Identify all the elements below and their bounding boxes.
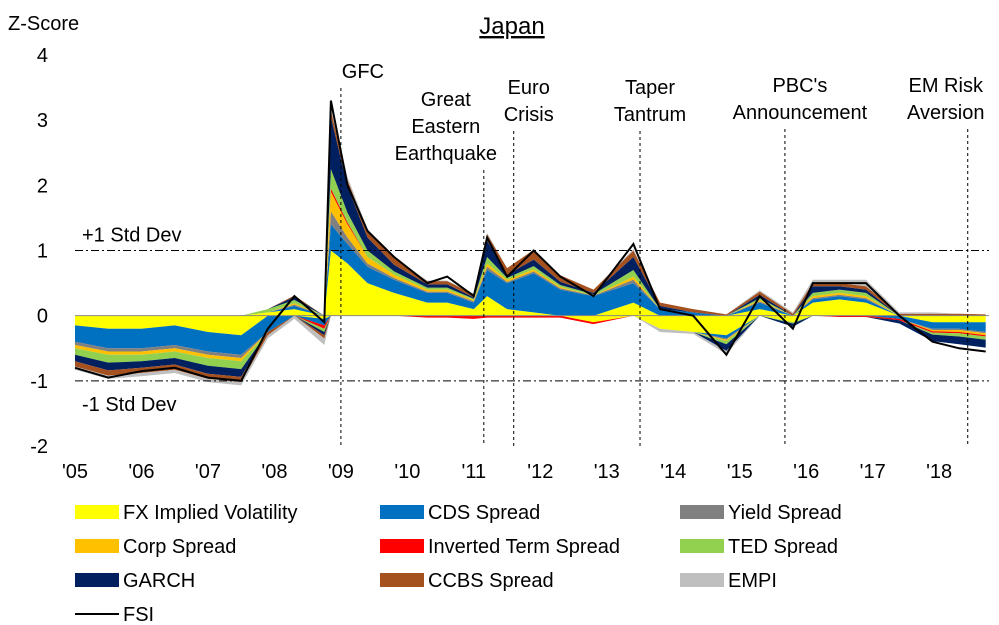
legend-swatch — [380, 539, 424, 553]
legend-label: Inverted Term Spread — [428, 536, 620, 558]
annotation-text: Aversion — [907, 102, 984, 124]
annotation-text: Eastern — [411, 116, 480, 138]
annotation-text: GFC — [342, 61, 384, 83]
legend-swatch — [75, 573, 119, 587]
annotation-text: Great — [421, 89, 471, 111]
y-tick-label: -2 — [30, 436, 48, 458]
area-neg — [75, 315, 986, 355]
y-axis-label: Z-Score — [8, 13, 79, 35]
x-tick-label: '11 — [462, 461, 487, 483]
y-tick-label: -1 — [30, 371, 48, 393]
area-neg — [75, 315, 986, 336]
annotation-text: EM Risk — [909, 75, 984, 97]
legend-label: Corp Spread — [123, 536, 236, 558]
area-pos — [75, 224, 986, 316]
legend-swatch — [75, 539, 119, 553]
annotation-text: Tantrum — [614, 104, 686, 126]
fsi-line — [74, 100, 986, 382]
x-tick-label: '09 — [328, 461, 354, 483]
y-tick-label: 3 — [37, 110, 48, 132]
legend-swatch — [380, 505, 424, 519]
legend-swatch — [680, 573, 724, 587]
x-tick-label: '06 — [128, 461, 154, 483]
annotation-text: Euro — [508, 77, 550, 99]
x-tick-label: '18 — [926, 461, 952, 483]
x-tick-label: '14 — [660, 461, 686, 483]
legend-label: EMPI — [728, 570, 777, 592]
reference-label: -1 Std Dev — [82, 394, 176, 416]
annotation-text: PBC's — [772, 75, 827, 97]
annotation-text: Announcement — [733, 102, 868, 124]
reference-label: +1 Std Dev — [82, 225, 182, 247]
legend-label: GARCH — [123, 570, 195, 592]
plot-area — [75, 103, 986, 386]
legend-swatch — [680, 505, 724, 519]
legend-label: CDS Spread — [428, 502, 540, 524]
legend-label: Yield Spread — [728, 502, 842, 524]
x-tick-label: '08 — [261, 461, 287, 483]
legend-label: CCBS Spread — [428, 570, 554, 592]
legend-swatch — [380, 573, 424, 587]
chart-title: Japan — [479, 13, 544, 40]
y-tick-label: 0 — [37, 306, 48, 328]
x-tick-label: '07 — [195, 461, 221, 483]
x-tick-label: '12 — [527, 461, 553, 483]
y-tick-label: 1 — [37, 241, 48, 263]
x-tick-label: '17 — [860, 461, 886, 483]
x-tick-label: '05 — [62, 461, 88, 483]
x-tick-label: '15 — [727, 461, 753, 483]
legend-swatch — [75, 505, 119, 519]
legend-label: TED Spread — [728, 536, 838, 558]
x-tick-label: '10 — [394, 461, 420, 483]
annotation-text: Earthquake — [395, 143, 497, 165]
x-tick-label: '16 — [793, 461, 819, 483]
annotation-text: Taper — [625, 77, 675, 99]
area-neg — [75, 315, 986, 377]
y-tick-label: 4 — [37, 45, 48, 67]
legend-label: FX Implied Volatility — [123, 502, 298, 524]
legend-label: FSI — [123, 604, 154, 625]
legend: FX Implied Volatility CDS Spread Yield Spr… — [75, 502, 842, 625]
annotation-text: Crisis — [504, 104, 554, 126]
legend-swatch — [680, 539, 724, 553]
y-tick-label: 2 — [37, 175, 48, 197]
x-tick-label: '13 — [594, 461, 620, 483]
